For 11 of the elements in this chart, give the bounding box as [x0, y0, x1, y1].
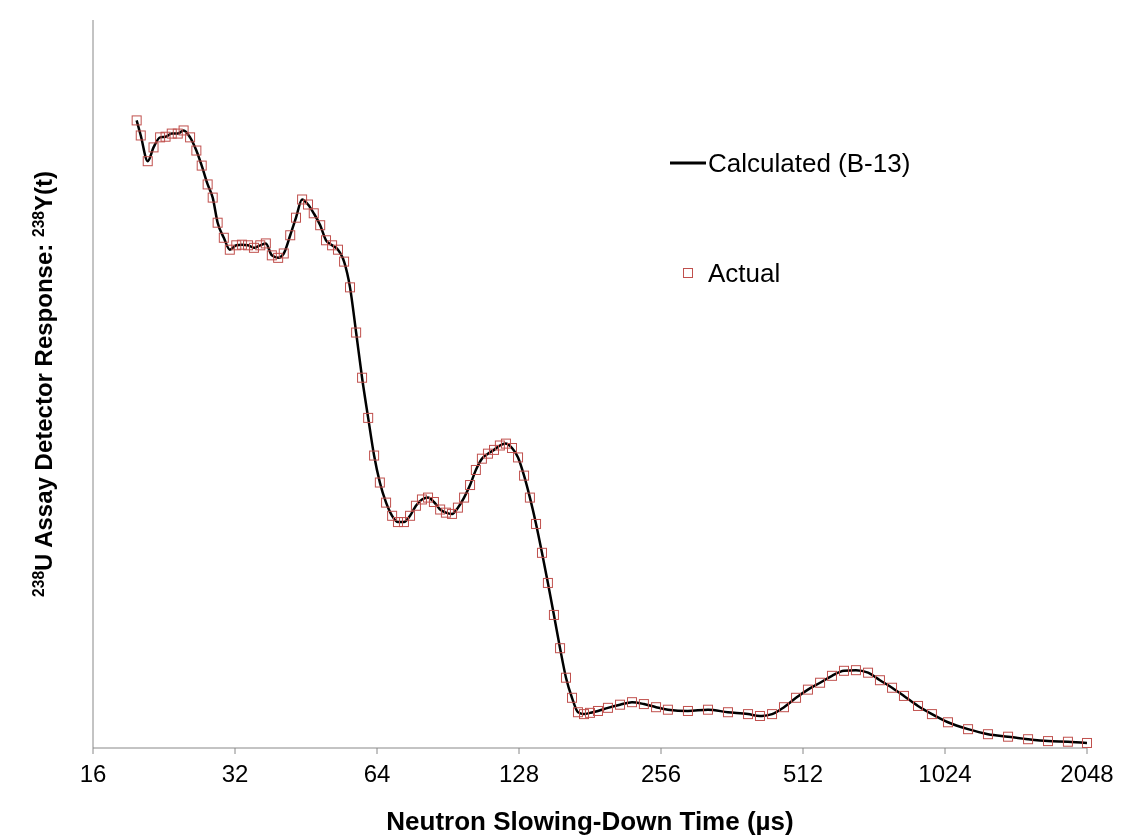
x-tick-label: 128	[498, 760, 540, 787]
x-tick-label: 512	[782, 760, 824, 787]
x-tick-label: 2048	[1060, 760, 1114, 787]
x-axis-title: Neutron Slowing-Down Time (µs)	[386, 806, 794, 836]
x-tick-label: 16	[79, 760, 107, 787]
legend-label: Calculated (B-13)	[708, 148, 911, 178]
x-tick-label: 256	[640, 760, 682, 787]
x-tick-label: 32	[221, 760, 249, 787]
x-tick-label: 1024	[918, 760, 972, 787]
legend-label: Actual	[708, 258, 781, 288]
x-tick-label: 64	[363, 760, 391, 787]
